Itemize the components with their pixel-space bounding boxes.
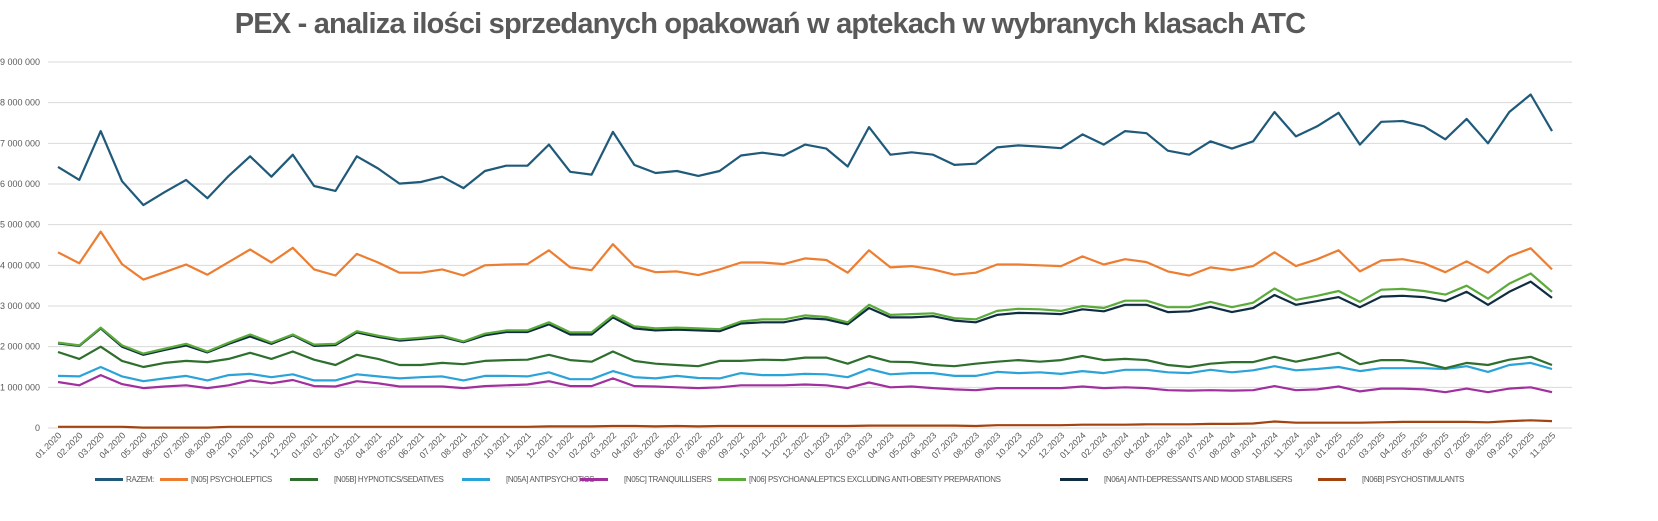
y-tick-label: 7 000 000: [0, 138, 40, 148]
legend-item[interactable]: [N06] PSYCHOANALEPTICS EXCLUDING ANTI-OB…: [718, 475, 1001, 484]
series-line-n05c-tranquillisers: [57, 374, 1553, 394]
y-tick-label: 9 000 000: [0, 57, 40, 67]
legend-item[interactable]: [N06B] PSYCHOSTIMULANTS: [1318, 475, 1464, 484]
legend-swatch: [462, 478, 490, 481]
y-tick-label: 0: [35, 423, 40, 433]
series-line-n05a-antipsychotics: [57, 361, 1553, 383]
y-tick-label: 1 000 000: [0, 382, 40, 392]
y-tick-label: 8 000 000: [0, 98, 40, 108]
legend-label: RAZEM:: [126, 475, 154, 484]
legend-swatch: [290, 478, 318, 481]
legend-label: [N05B] HYPNOTICS/SEDATIVES: [334, 475, 444, 484]
series-line-n06-psychoanaleptics-excluding-anti-obesity-preparations: [57, 272, 1553, 355]
legend-swatch: [95, 478, 123, 481]
legend: RAZEM: [N05] PSYCHOLEPTICS [N05B] HYPNOTIC…: [0, 475, 1658, 489]
series-line-razem: [57, 93, 1553, 207]
y-tick-label: 6 000 000: [0, 179, 40, 189]
legend-item[interactable]: [N05] PSYCHOLEPTICS: [160, 475, 272, 484]
legend-label: [N06B] PSYCHOSTIMULANTS: [1362, 475, 1464, 484]
legend-item[interactable]: RAZEM:: [95, 475, 154, 484]
legend-label: [N05A] ANTIPSYCHOTICS: [506, 475, 595, 484]
legend-item[interactable]: [N05C] TRANQUILLISERS: [580, 475, 712, 484]
legend-swatch: [1318, 478, 1346, 481]
legend-label: [N06] PSYCHOANALEPTICS EXCLUDING ANTI-OB…: [749, 475, 1001, 484]
legend-label: [N06A] ANTI-DEPRESSANTS AND MOOD STABILI…: [1104, 475, 1293, 484]
gridlines: [48, 61, 1572, 429]
legend-item[interactable]: [N05A] ANTIPSYCHOTICS: [462, 475, 594, 484]
legend-item[interactable]: [N05B] HYPNOTICS/SEDATIVES: [290, 475, 444, 484]
legend-label: [N05] PSYCHOLEPTICS: [191, 475, 272, 484]
legend-label: [N05C] TRANQUILLISERS: [624, 475, 712, 484]
legend-swatch: [580, 478, 608, 481]
legend-swatch: [718, 478, 746, 481]
y-tick-label: 4 000 000: [0, 260, 40, 270]
chart-title: PEX - analiza ilości sprzedanych opakowa…: [234, 8, 1306, 40]
y-axis-tick-labels: 0 1 000 000 2 000 000 3 000 000 4 000 000 5 0…: [0, 57, 40, 433]
legend-swatch: [1060, 478, 1088, 481]
series-line-n05b-hypnotics-sedatives: [57, 345, 1553, 370]
series-line-n06b-psychostimulants: [58, 419, 1553, 429]
y-tick-label: 2 000 000: [0, 342, 40, 352]
x-axis-tick-labels: 01.202002.202003.202004.202005.202006.20…: [33, 430, 1557, 460]
series-lines: [57, 93, 1553, 429]
y-tick-label: 5 000 000: [0, 220, 40, 230]
y-tick-label: 3 000 000: [0, 301, 40, 311]
legend-item[interactable]: [N06A] ANTI-DEPRESSANTS AND MOOD STABILI…: [1060, 475, 1292, 484]
series-line-n05-psycholeptics: [57, 230, 1553, 281]
legend-swatch: [160, 478, 188, 481]
